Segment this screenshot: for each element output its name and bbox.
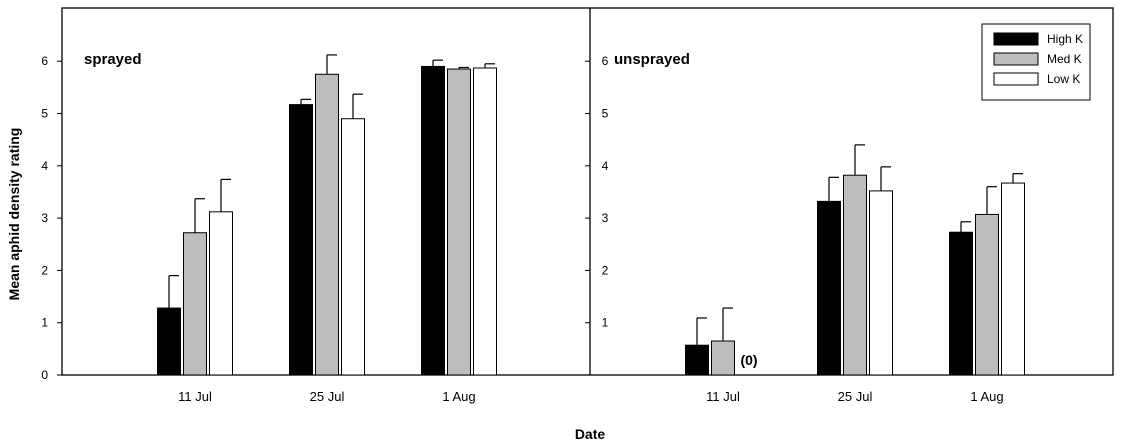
legend-swatch-low-k — [993, 72, 1039, 86]
bar-sprayed-high-k-1-aug — [421, 65, 445, 376]
y-tick-label-left-0: 0 — [41, 368, 48, 382]
bar-unsprayed-med-k-11-jul — [711, 340, 735, 376]
y-tick-label-left-4: 4 — [41, 159, 48, 173]
x-tick-label-sprayed-25-jul: 25 Jul — [310, 389, 345, 404]
y-axis-title: Mean aphid density rating — [6, 128, 22, 301]
bar-sprayed-low-k-1-aug — [473, 67, 497, 376]
bar-sprayed-med-k-25-jul — [315, 73, 339, 376]
x-axis-title: Date — [575, 426, 606, 442]
y-tick-label-right-5: 5 — [602, 107, 609, 121]
y-tick-label-left-6: 6 — [41, 54, 48, 68]
bar-unsprayed-low-k-1-aug — [1001, 182, 1025, 376]
bar-unsprayed-high-k-11-jul — [685, 344, 709, 376]
bar-sprayed-med-k-1-aug — [447, 68, 471, 376]
y-tick-label-left-3: 3 — [41, 211, 48, 225]
y-tick-label-left-1: 1 — [41, 316, 48, 330]
annotation-unsprayed-low-k: (0) — [740, 352, 757, 368]
panel-title-unsprayed: unsprayed — [614, 51, 690, 68]
y-tick-label-left-5: 5 — [41, 107, 48, 121]
bar-sprayed-low-k-11-jul — [209, 211, 233, 376]
plot-layer: 0 1 2 3 4 5 6 1 2 3 4 5 6 sprayed 11 Jul 25 Jul 1 Aug uns… — [41, 7, 1114, 404]
y-tick-label-right-2: 2 — [602, 263, 609, 277]
bar-unsprayed-high-k-1-aug — [949, 231, 973, 376]
bar-unsprayed-med-k-25-jul — [843, 174, 867, 376]
bar-unsprayed-low-k-25-jul — [869, 190, 893, 376]
x-tick-label-unsprayed-25-jul: 25 Jul — [838, 389, 873, 404]
y-tick-label-right-1: 1 — [602, 316, 609, 330]
legend-label-low-k: Low K — [1047, 72, 1080, 86]
bar-unsprayed-med-k-1-aug — [975, 213, 999, 376]
x-tick-label-unsprayed-1-aug: 1 Aug — [970, 389, 1003, 404]
legend-swatch-med-k — [993, 52, 1039, 66]
legend-label-med-k: Med K — [1047, 52, 1082, 66]
y-tick-label-right-3: 3 — [602, 211, 609, 225]
legend: High K Med K Low K — [981, 23, 1091, 101]
y-tick-label-right-4: 4 — [602, 159, 609, 173]
bar-sprayed-med-k-11-jul — [183, 232, 207, 376]
legend-label-high-k: High K — [1047, 32, 1083, 46]
x-tick-label-sprayed-1-aug: 1 Aug — [442, 389, 475, 404]
bar-sprayed-high-k-11-jul — [157, 307, 181, 376]
x-tick-label-sprayed-11-jul: 11 Jul — [178, 389, 212, 404]
y-tick-label-right-6: 6 — [602, 54, 609, 68]
panel-title-sprayed: sprayed — [84, 51, 142, 68]
x-tick-label-unsprayed-11-jul: 11 Jul — [706, 389, 740, 404]
bar-unsprayed-high-k-25-jul — [817, 200, 841, 376]
bar-sprayed-high-k-25-jul — [289, 104, 313, 376]
legend-swatch-high-k — [993, 32, 1039, 46]
plot-frame — [61, 7, 1114, 376]
bar-sprayed-low-k-25-jul — [341, 118, 365, 376]
y-tick-label-left-2: 2 — [41, 263, 48, 277]
